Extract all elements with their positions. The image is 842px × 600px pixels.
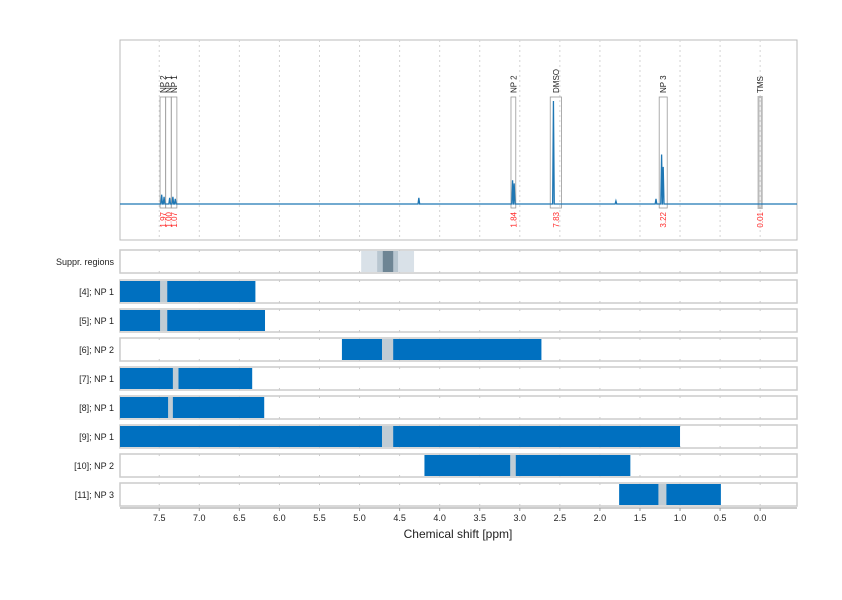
region-gap <box>658 484 667 505</box>
peak-region-box <box>510 96 517 209</box>
tick-label: 3.5 <box>473 513 486 523</box>
tick-label: 1.0 <box>674 513 687 523</box>
peak-label: NP 1 <box>164 75 173 93</box>
tick-label: 3.0 <box>514 513 527 523</box>
region-gap <box>160 281 168 302</box>
region-gap <box>510 455 516 476</box>
tick-label: 0.0 <box>754 513 767 523</box>
tick-label: 7.5 <box>153 513 166 523</box>
row-label: [10]; NP 2 <box>74 461 114 471</box>
region-gap <box>160 310 168 331</box>
spectrum-panel: NP 2 1.97 NP 1 1.00 NP 1 1.07 NP 2 1.84 DMSO 7.83… <box>119 39 798 241</box>
region-gap <box>172 368 179 389</box>
row-label: [9]; NP 1 <box>79 432 114 442</box>
peak-label: TMS <box>756 76 765 93</box>
tick-label: 5.5 <box>313 513 326 523</box>
peak-label: DMSO <box>552 69 561 93</box>
region-bar <box>424 455 631 476</box>
region-rows: Suppr. regions [4]; NP 1 [5]; NP 1 [6]; NP … <box>56 249 798 507</box>
region-bar <box>120 397 265 418</box>
integral-label: 0.01 <box>756 211 765 227</box>
tick-label: 2.5 <box>554 513 567 523</box>
tick-label: 1.5 <box>634 513 647 523</box>
row-label: [7]; NP 1 <box>79 374 114 384</box>
tick-label: 6.0 <box>273 513 286 523</box>
integral-label: 1.00 <box>164 211 173 227</box>
row-label: [6]; NP 2 <box>79 345 114 355</box>
x-axis-label: Chemical shift [ppm] <box>404 527 513 541</box>
row-frame <box>119 249 798 274</box>
row-label: [8]; NP 1 <box>79 403 114 413</box>
peak-region-box <box>658 96 668 209</box>
x-axis: 7.5 7.0 6.5 6.0 5.5 5.0 4.5 4.0 3.5 3.0 2.5 2.0 1.5 1… <box>120 507 797 523</box>
row-label: [11]; NP 3 <box>75 490 114 500</box>
region-gap <box>381 426 394 447</box>
region-bar <box>120 426 681 447</box>
row-label: Suppr. regions <box>56 257 115 267</box>
integral-label: 1.97 <box>159 211 168 227</box>
peak-label: NP 2 <box>509 75 518 93</box>
tick-label: 4.5 <box>393 513 406 523</box>
row-label: [4]; NP 1 <box>79 287 114 297</box>
peak-region-box <box>757 96 763 209</box>
integral-label: 1.84 <box>509 211 518 227</box>
region-gap <box>168 397 173 418</box>
peak-region-box <box>170 96 178 209</box>
spectrum-line <box>120 100 797 205</box>
integral-label: 7.83 <box>552 211 561 227</box>
region-bar <box>619 484 721 505</box>
tick-label: 2.0 <box>594 513 607 523</box>
region-gap <box>381 339 394 360</box>
row-label: [5]; NP 1 <box>79 316 114 326</box>
suppressed-region <box>382 251 394 272</box>
region-bar <box>120 310 266 331</box>
peak-region-box <box>549 96 562 209</box>
tick-label: 4.0 <box>433 513 446 523</box>
region-bar <box>341 339 542 360</box>
spectrum-frame <box>119 39 798 241</box>
integral-label: 1.07 <box>170 211 179 227</box>
tick-label: 7.0 <box>193 513 206 523</box>
peak-label: NP 1 <box>170 75 179 93</box>
integral-label: 3.22 <box>659 211 668 227</box>
tick-label: 6.5 <box>233 513 246 523</box>
peak-label: NP 3 <box>659 75 668 93</box>
tick-label: 0.5 <box>714 513 727 523</box>
region-bar <box>120 281 256 302</box>
region-bar <box>120 368 253 389</box>
peak-label: NP 2 <box>159 75 168 93</box>
tick-label: 5.0 <box>353 513 366 523</box>
